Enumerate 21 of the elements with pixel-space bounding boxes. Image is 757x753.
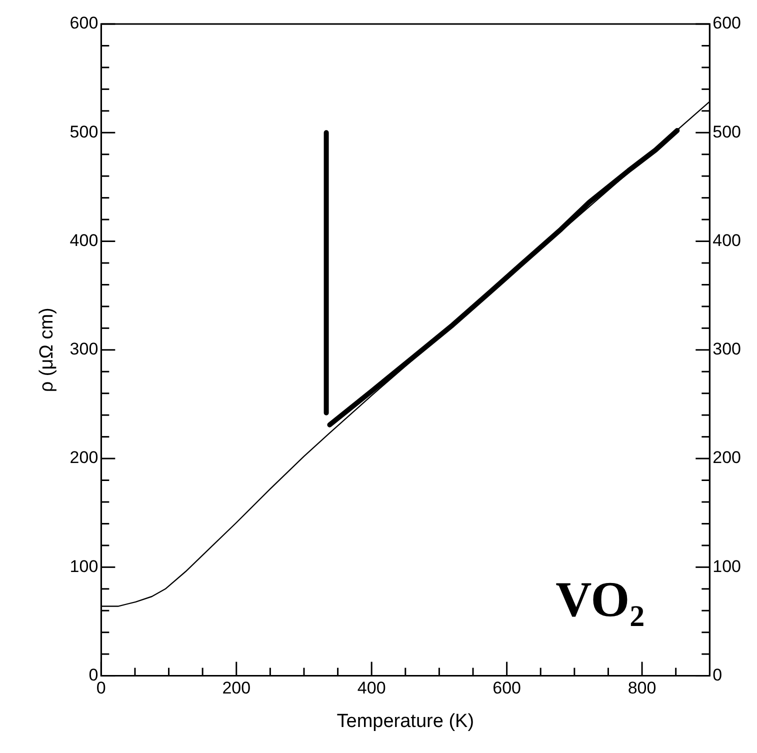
y-tick-label: 500 (70, 122, 98, 142)
y-tick-label: 0 (88, 665, 98, 684)
y-tick-label: 100 (70, 556, 98, 576)
y2-tick-label: 500 (712, 122, 742, 142)
x-tick-label: 800 (628, 678, 656, 698)
y2-tick-label: 0 (712, 665, 722, 684)
y-tick-label: 600 (70, 14, 98, 33)
x-tick-label: 400 (357, 678, 386, 698)
y2-tick-label: 100 (712, 556, 742, 576)
y-tick-label: 200 (70, 448, 98, 468)
x-tick-label: 200 (222, 678, 251, 698)
y-axis-title: ρ (μΩ cm) (36, 308, 58, 392)
annotation: VO₂ (556, 570, 645, 627)
x-tick-label: 600 (492, 678, 521, 698)
y-tick-label: 300 (70, 340, 98, 359)
y2-tick-label: 200 (712, 448, 742, 468)
y2-tick-label: 400 (712, 230, 742, 250)
y-tick-label: 400 (70, 230, 98, 250)
x-axis-title: Temperature (K) (336, 710, 474, 732)
y2-tick-label: 600 (712, 14, 742, 33)
y2-tick-label: 300 (712, 340, 742, 359)
